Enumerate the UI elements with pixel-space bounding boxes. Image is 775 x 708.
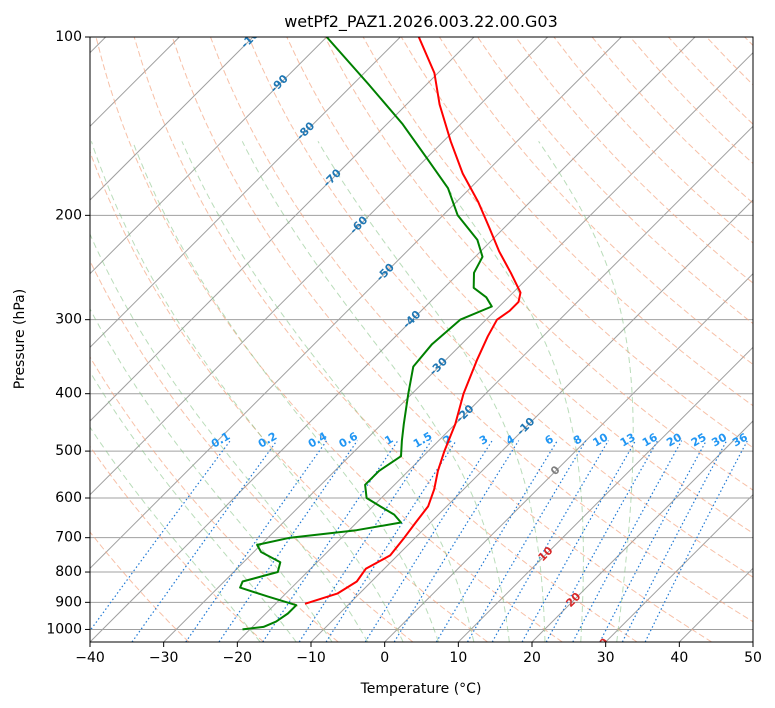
y-tick-label: 500: [55, 443, 82, 459]
mixing-ratio-line: [298, 440, 432, 642]
chart-title: wetPf2_PAZ1.2026.003.22.00.G03: [284, 12, 558, 32]
x-tick-label: −20: [223, 650, 253, 666]
profile-lines: [239, 37, 522, 631]
y-tick-label: 400: [55, 386, 82, 402]
dry-adiabat-line: [95, 37, 563, 642]
mixing-ratio-line: [262, 440, 399, 642]
dry-adiabat-line: [286, 37, 753, 534]
mixing-ratio-line: [90, 440, 231, 632]
isotherm-line: [163, 51, 753, 642]
dry-adiabat-line: [90, 531, 190, 642]
dry-adiabat-line: [248, 37, 753, 578]
y-axis-label: Pressure (hPa): [12, 289, 28, 389]
isotherm-line: [90, 37, 328, 275]
isotherm-line: [384, 272, 753, 642]
isotherm-line: [236, 125, 753, 642]
moist-adiabat-line: [414, 141, 584, 642]
isotherm-line: [531, 420, 753, 642]
mixing-ratio-line: [572, 440, 683, 642]
plot-frame: [89, 36, 754, 643]
mixing-ratio-line: [325, 440, 457, 642]
mixing-ratio-line: [185, 440, 328, 642]
mixing-ratio-line: [131, 440, 278, 642]
y-tick-label: 300: [55, 312, 82, 328]
x-tick-label: 30: [597, 650, 615, 666]
mixing-ratio-line: [545, 440, 659, 642]
x-tick-label: 50: [744, 650, 762, 666]
mixing-ratio-line: [491, 440, 609, 642]
x-axis: −40 −30 −20 −10 0 10 20 30 40 50: [75, 642, 762, 666]
isotherm-line: [457, 346, 753, 642]
isotherm-line: [90, 37, 475, 422]
mixing-ratio-line: [364, 440, 493, 642]
y-tick-label: 1000: [46, 621, 82, 637]
moist-adiabat-line: [90, 370, 297, 642]
temperature-line: [304, 37, 522, 605]
x-tick-label: 0: [380, 650, 389, 666]
dewpoint-line: [239, 37, 493, 631]
x-axis-label: Temperature (°C): [360, 681, 482, 697]
mixing-ratio-line: [435, 440, 558, 642]
isotherm-line: [605, 493, 753, 642]
isotherm-line: [90, 37, 254, 201]
isotherm-line: [90, 37, 401, 349]
y-tick-label: 900: [55, 594, 82, 610]
mixing-ratio-line: [521, 440, 637, 642]
moist-adiabat-line: [90, 141, 404, 642]
mixing-ratio-line: [466, 440, 587, 642]
y-tick-label: 200: [55, 207, 82, 223]
isotherm-line: [90, 37, 696, 642]
isotherm-line: [90, 37, 622, 570]
moist-adiabat-line: [538, 141, 634, 642]
dry-adiabat-line: [90, 356, 339, 642]
dry-adiabat-line: [90, 259, 414, 642]
isotherm-label: 30: [591, 635, 611, 655]
background-lines: [90, 37, 753, 642]
moist-adiabat-line: [90, 426, 261, 642]
x-tick-label: 40: [670, 650, 688, 666]
mixing-ratio-line: [393, 440, 520, 642]
dry-adiabat-line: [90, 445, 264, 642]
x-tick-label: −30: [149, 650, 179, 666]
dry-adiabat-line: [438, 37, 753, 366]
moist-adiabat-line: [90, 308, 333, 642]
isotherm-line: [90, 37, 549, 496]
x-tick-label: 20: [523, 650, 541, 666]
dry-adiabat-line: [171, 37, 712, 642]
y-tick-label: 600: [55, 490, 82, 506]
moist-adiabat-line: [132, 141, 439, 642]
x-tick-label: 10: [449, 650, 467, 666]
dry-adiabat-line: [90, 150, 488, 642]
y-tick-label: 700: [55, 530, 82, 546]
y-axis: 100 200 300 400 500 600 700 800 900 1000: [46, 29, 90, 637]
moist-adiabat-line: [241, 141, 510, 642]
y-tick-label: 800: [55, 564, 82, 580]
dry-adiabat-line: [515, 37, 753, 284]
y-tick-label: 100: [55, 29, 82, 45]
moist-adiabat-line: [317, 141, 546, 642]
moist-adiabat-line: [181, 141, 475, 642]
mixing-ratio-line: [644, 440, 748, 642]
dry-adiabat-line: [210, 37, 753, 623]
x-tick-label: −40: [75, 650, 105, 666]
x-tick-label: −10: [296, 650, 326, 666]
dry-adiabat-line: [400, 37, 753, 407]
